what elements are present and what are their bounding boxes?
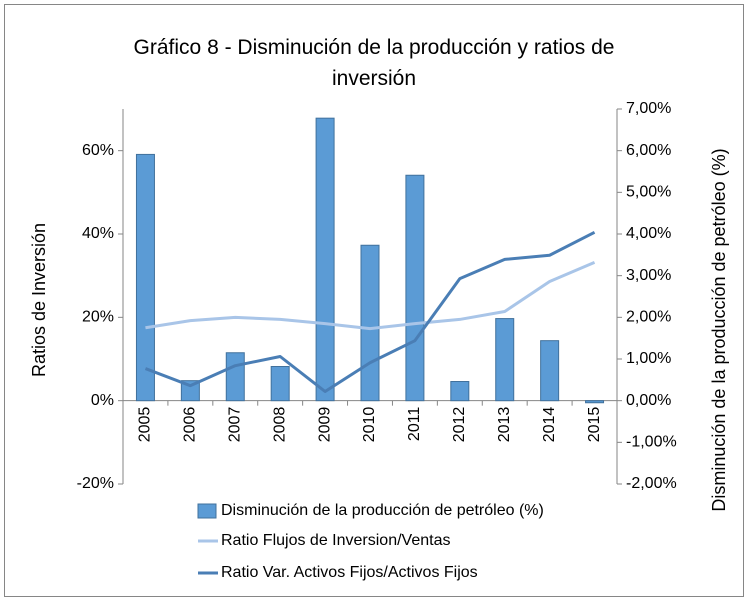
x-tick-label: 2008	[271, 407, 288, 443]
line	[145, 260, 596, 331]
y2-tick-label: 3,00%	[626, 267, 671, 284]
bar	[585, 400, 605, 404]
legend-swatch	[197, 503, 217, 519]
x-tick-label: 2012	[451, 407, 468, 443]
y2-axis-title: Disminución de la producción de petróleo…	[709, 148, 729, 511]
y2-tick-label: 0,00%	[626, 392, 671, 409]
x-tick-label: 2013	[496, 407, 513, 443]
bar	[315, 117, 335, 402]
x-tick-label: 2006	[182, 407, 199, 443]
x-tick-label: 2009	[316, 407, 333, 443]
legend-label: Disminución de la producción de petróleo…	[221, 502, 544, 519]
chart-title: Gráfico 8 - Disminución de la producción…	[133, 36, 615, 90]
x-tick-label: 2010	[361, 407, 378, 443]
y-tick-label: 20%	[82, 309, 114, 326]
bar	[360, 244, 380, 402]
y2-tick-label: 6,00%	[626, 142, 671, 159]
bar	[405, 174, 425, 402]
x-tick-label: 2015	[586, 407, 603, 443]
bar	[225, 352, 245, 402]
line	[144, 230, 596, 393]
x-tick-label: 2011	[406, 407, 423, 442]
y-axis-title: Ratios de Inversión	[29, 223, 49, 377]
legend-label: Ratio Var. Activos Fijos/Activos Fijos	[221, 564, 478, 581]
x-tick-label: 2014	[541, 407, 558, 443]
y2-tick-label: 7,00%	[626, 100, 671, 117]
y2-tick-label: 2,00%	[626, 309, 671, 326]
y2-tick-label: -1,00%	[626, 434, 677, 451]
y-tick-label: 0%	[91, 392, 114, 409]
legend-label: Ratio Flujos de Inversion/Ventas	[221, 532, 450, 549]
bar	[450, 381, 470, 402]
y2-tick-label: 1,00%	[626, 350, 671, 367]
y-tick-label: 40%	[82, 225, 114, 242]
y-tick-label: 60%	[82, 142, 114, 159]
bar	[270, 366, 290, 402]
bar	[540, 340, 560, 402]
y-tick-label: -20%	[77, 475, 114, 492]
x-tick-label: 2005	[137, 407, 154, 443]
y2-tick-label: 4,00%	[626, 225, 671, 242]
bar	[495, 318, 515, 402]
y2-tick-label: 5,00%	[626, 184, 671, 201]
bar	[180, 380, 200, 402]
y2-tick-label: -2,00%	[626, 475, 677, 492]
x-tick-label: 2007	[226, 407, 243, 443]
bar	[135, 153, 155, 402]
